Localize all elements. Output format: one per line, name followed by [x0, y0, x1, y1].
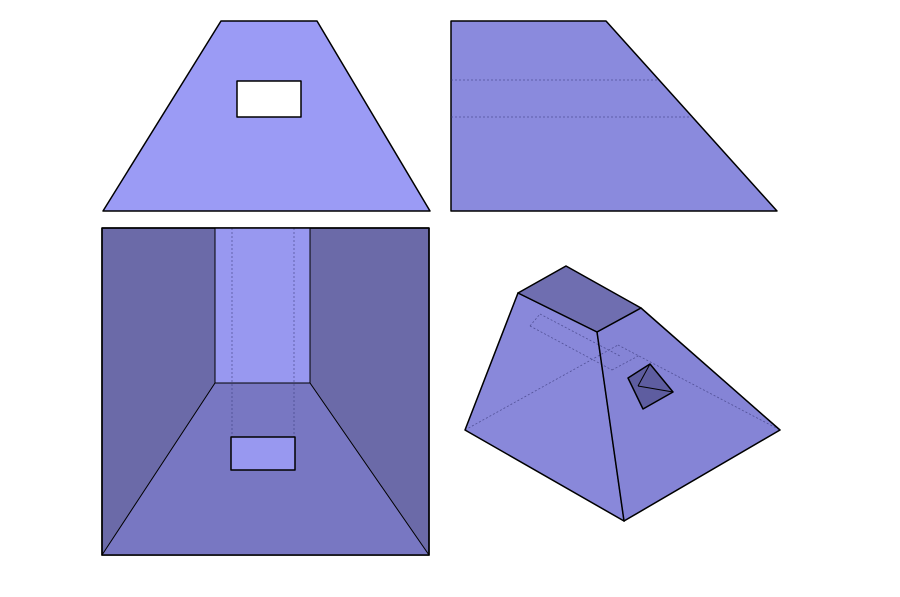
front-view — [103, 21, 430, 211]
isometric-view — [465, 266, 780, 521]
side-view — [451, 21, 777, 211]
top-view — [102, 228, 429, 555]
top-view-window — [231, 437, 295, 470]
side-view-profile — [451, 21, 777, 211]
iso-right-face — [597, 308, 780, 521]
front-view-window — [237, 81, 301, 117]
top-view-top-strip — [215, 228, 310, 383]
